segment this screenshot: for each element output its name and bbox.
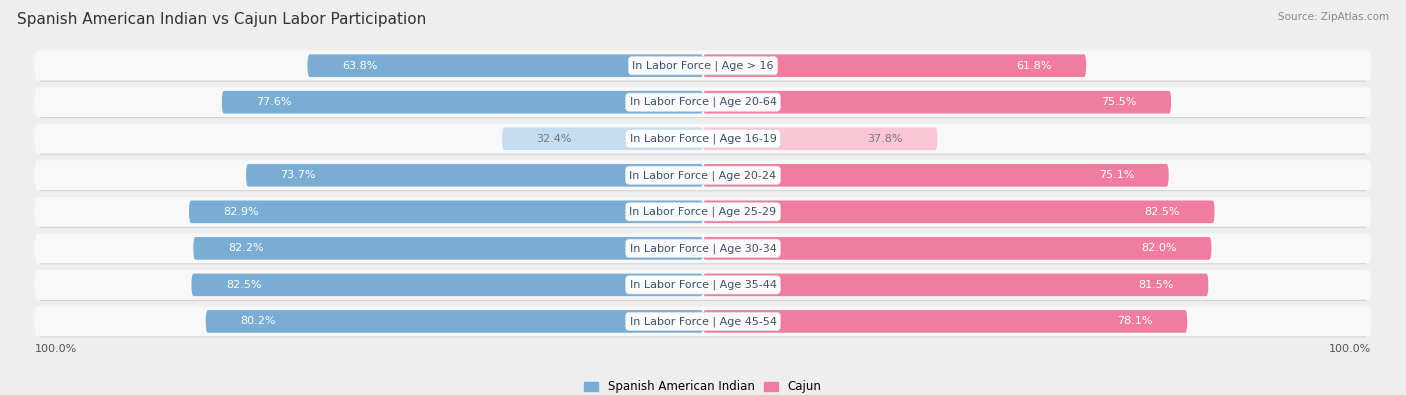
FancyBboxPatch shape <box>502 128 703 150</box>
FancyBboxPatch shape <box>38 88 1368 118</box>
FancyBboxPatch shape <box>191 274 703 296</box>
Text: 73.7%: 73.7% <box>280 170 316 180</box>
Text: 82.5%: 82.5% <box>1144 207 1180 217</box>
FancyBboxPatch shape <box>246 164 703 186</box>
FancyBboxPatch shape <box>703 55 1087 77</box>
Text: 63.8%: 63.8% <box>342 61 377 71</box>
FancyBboxPatch shape <box>35 270 1371 300</box>
Text: 82.9%: 82.9% <box>224 207 259 217</box>
FancyBboxPatch shape <box>205 310 703 333</box>
Legend: Spanish American Indian, Cajun: Spanish American Indian, Cajun <box>579 376 827 395</box>
Text: 75.1%: 75.1% <box>1099 170 1135 180</box>
FancyBboxPatch shape <box>703 164 1168 186</box>
Text: 75.5%: 75.5% <box>1101 97 1136 107</box>
Text: 37.8%: 37.8% <box>868 134 903 144</box>
Text: In Labor Force | Age > 16: In Labor Force | Age > 16 <box>633 60 773 71</box>
Text: 82.0%: 82.0% <box>1142 243 1177 253</box>
Text: 82.5%: 82.5% <box>226 280 262 290</box>
Text: Spanish American Indian vs Cajun Labor Participation: Spanish American Indian vs Cajun Labor P… <box>17 12 426 27</box>
FancyBboxPatch shape <box>193 237 703 260</box>
Text: 61.8%: 61.8% <box>1017 61 1052 71</box>
Text: In Labor Force | Age 16-19: In Labor Force | Age 16-19 <box>630 134 776 144</box>
FancyBboxPatch shape <box>35 124 1371 154</box>
Text: Source: ZipAtlas.com: Source: ZipAtlas.com <box>1278 12 1389 22</box>
Text: In Labor Force | Age 30-34: In Labor Force | Age 30-34 <box>630 243 776 254</box>
Text: 100.0%: 100.0% <box>1329 344 1371 354</box>
Text: In Labor Force | Age 25-29: In Labor Force | Age 25-29 <box>630 207 776 217</box>
FancyBboxPatch shape <box>35 233 1371 263</box>
FancyBboxPatch shape <box>38 52 1368 81</box>
Text: 82.2%: 82.2% <box>228 243 263 253</box>
Text: 78.1%: 78.1% <box>1118 316 1153 326</box>
FancyBboxPatch shape <box>38 198 1368 228</box>
FancyBboxPatch shape <box>703 310 1187 333</box>
FancyBboxPatch shape <box>703 201 1215 223</box>
FancyBboxPatch shape <box>188 201 703 223</box>
FancyBboxPatch shape <box>35 160 1371 190</box>
Text: 32.4%: 32.4% <box>537 134 572 144</box>
FancyBboxPatch shape <box>35 307 1371 337</box>
Text: 77.6%: 77.6% <box>256 97 292 107</box>
FancyBboxPatch shape <box>38 234 1368 264</box>
FancyBboxPatch shape <box>35 51 1371 81</box>
FancyBboxPatch shape <box>35 197 1371 227</box>
Text: 80.2%: 80.2% <box>240 316 276 326</box>
FancyBboxPatch shape <box>38 161 1368 191</box>
Text: In Labor Force | Age 20-24: In Labor Force | Age 20-24 <box>630 170 776 181</box>
FancyBboxPatch shape <box>38 271 1368 301</box>
Text: In Labor Force | Age 35-44: In Labor Force | Age 35-44 <box>630 280 776 290</box>
Text: In Labor Force | Age 45-54: In Labor Force | Age 45-54 <box>630 316 776 327</box>
FancyBboxPatch shape <box>222 91 703 113</box>
FancyBboxPatch shape <box>38 125 1368 154</box>
FancyBboxPatch shape <box>703 128 938 150</box>
FancyBboxPatch shape <box>38 307 1368 337</box>
FancyBboxPatch shape <box>703 237 1212 260</box>
FancyBboxPatch shape <box>703 274 1208 296</box>
Text: 81.5%: 81.5% <box>1139 280 1174 290</box>
FancyBboxPatch shape <box>35 87 1371 117</box>
FancyBboxPatch shape <box>308 55 703 77</box>
Text: In Labor Force | Age 20-64: In Labor Force | Age 20-64 <box>630 97 776 107</box>
FancyBboxPatch shape <box>703 91 1171 113</box>
Text: 100.0%: 100.0% <box>35 344 77 354</box>
